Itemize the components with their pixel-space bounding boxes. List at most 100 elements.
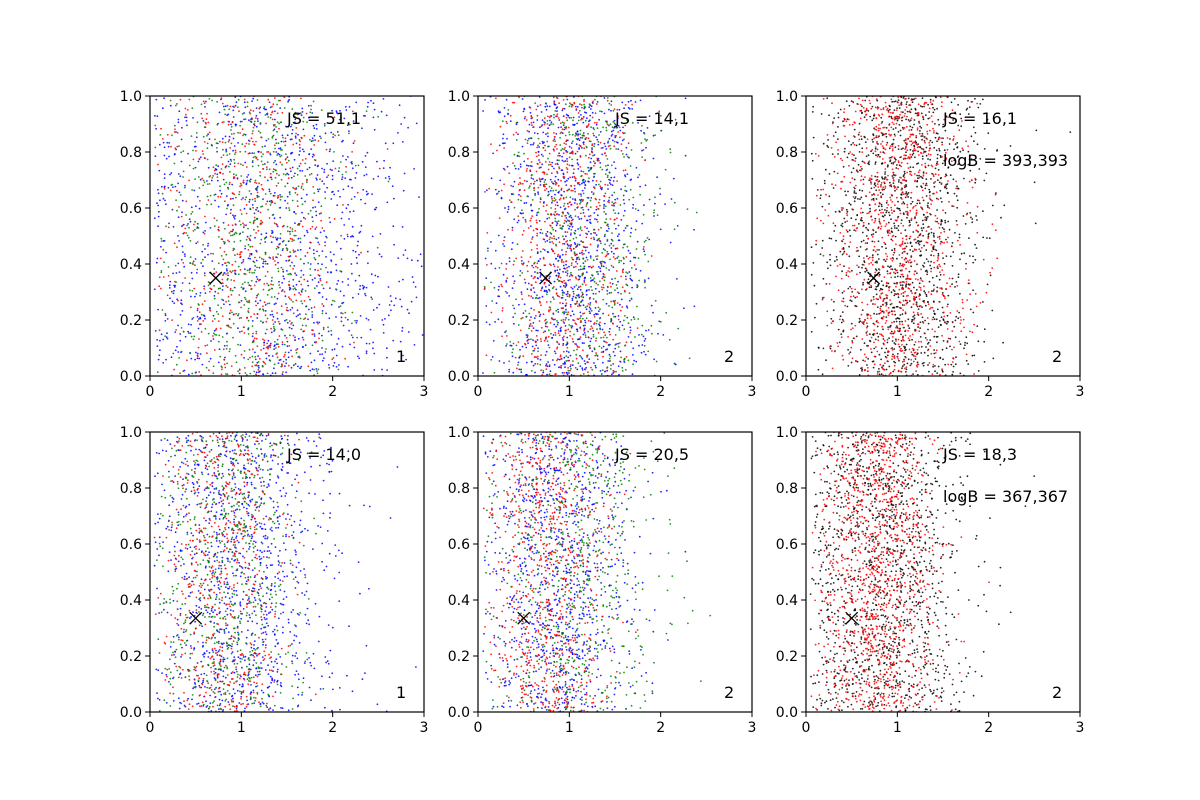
scatter-point (305, 181, 308, 184)
scatter-point (601, 288, 604, 291)
scatter-point (328, 150, 331, 153)
scatter-point (249, 109, 252, 111)
scatter-point (555, 274, 558, 277)
scatter-point (535, 227, 538, 230)
scatter-point (599, 166, 602, 169)
scatter-point (359, 285, 362, 287)
scatter-point (188, 226, 190, 229)
scatter-point (331, 169, 333, 172)
scatter-point (204, 106, 206, 108)
scatter-point (603, 142, 606, 145)
scatter-point (257, 371, 260, 374)
scatter-point (202, 265, 204, 268)
scatter-point (249, 284, 252, 287)
scatter-point (517, 324, 520, 326)
scatter-point (506, 165, 509, 168)
scatter-point (562, 124, 565, 127)
scatter-point (576, 328, 579, 331)
scatter-point (257, 366, 260, 369)
scatter-point (311, 112, 314, 114)
scatter-point (569, 365, 572, 368)
scatter-point (313, 144, 316, 146)
scatter-point (265, 203, 267, 205)
scatter-point (206, 134, 208, 137)
scatter-point (501, 335, 503, 338)
scatter-point (596, 320, 598, 322)
scatter-point (810, 273, 813, 276)
scatter-point (563, 335, 565, 338)
scatter-point (539, 198, 542, 201)
scatter-point (218, 229, 220, 232)
scatter-point (314, 341, 317, 344)
scatter-point (548, 124, 551, 127)
scatter-point (578, 296, 581, 299)
scatter-point (628, 271, 631, 273)
scatter-point (372, 116, 375, 119)
scatter-point (554, 199, 557, 201)
scatter-point (498, 285, 500, 288)
scatter-point (556, 115, 559, 118)
scatter-point (531, 116, 534, 119)
scatter-point (280, 154, 283, 157)
scatter-point (573, 168, 575, 171)
scatter-point (567, 351, 570, 353)
scatter-point (616, 325, 619, 328)
scatter-point (540, 369, 542, 371)
scatter-point (337, 279, 340, 282)
scatter-point (174, 147, 177, 150)
scatter-point (274, 176, 277, 179)
scatter-point (584, 184, 587, 187)
scatter-point (301, 111, 304, 113)
scatter-point (263, 237, 266, 240)
scatter-point (351, 272, 353, 275)
scatter-point (853, 154, 855, 157)
scatter-point (925, 258, 928, 260)
scatter-point (630, 278, 633, 281)
scatter-point (596, 239, 599, 242)
scatter-point (272, 258, 275, 260)
scatter-point (207, 133, 210, 136)
scatter-point (602, 355, 604, 358)
scatter-point (281, 195, 283, 198)
scatter-point (191, 290, 194, 292)
scatter-point (255, 330, 258, 333)
scatter-point (548, 373, 551, 375)
scatter-point (588, 358, 591, 360)
scatter-point (299, 258, 302, 261)
scatter-point (269, 176, 272, 179)
scatter-point (544, 220, 546, 223)
scatter-point (365, 342, 368, 345)
scatter-point (906, 252, 909, 255)
scatter-point (550, 121, 553, 124)
scatter-point (571, 325, 574, 327)
scatter-point (597, 228, 600, 231)
scatter-point (903, 172, 906, 175)
scatter-point (523, 152, 525, 155)
scatter-point (227, 274, 230, 277)
scatter-point (553, 113, 555, 116)
scatter-point (581, 274, 583, 277)
scatter-point (530, 360, 533, 363)
scatter-point (587, 124, 590, 127)
scatter-point (240, 251, 243, 253)
scatter-point (910, 202, 912, 205)
scatter-point (575, 284, 578, 287)
scatter-point (277, 343, 279, 346)
scatter-point (535, 329, 538, 332)
scatter-point (255, 373, 257, 376)
scatter-point (352, 120, 355, 122)
scatter-point (503, 107, 506, 109)
scatter-point (244, 273, 247, 275)
scatter-point (186, 224, 189, 227)
scatter-point (392, 339, 395, 342)
scatter-point (250, 315, 252, 318)
scatter-point (669, 241, 672, 244)
scatter-point (243, 304, 246, 306)
scatter-point (309, 111, 312, 114)
scatter-point (314, 228, 317, 230)
scatter-point (244, 281, 246, 284)
scatter-point (576, 288, 579, 290)
scatter-point (332, 357, 335, 359)
x-tick-label: 0 (474, 384, 483, 400)
scatter-point (557, 311, 560, 313)
